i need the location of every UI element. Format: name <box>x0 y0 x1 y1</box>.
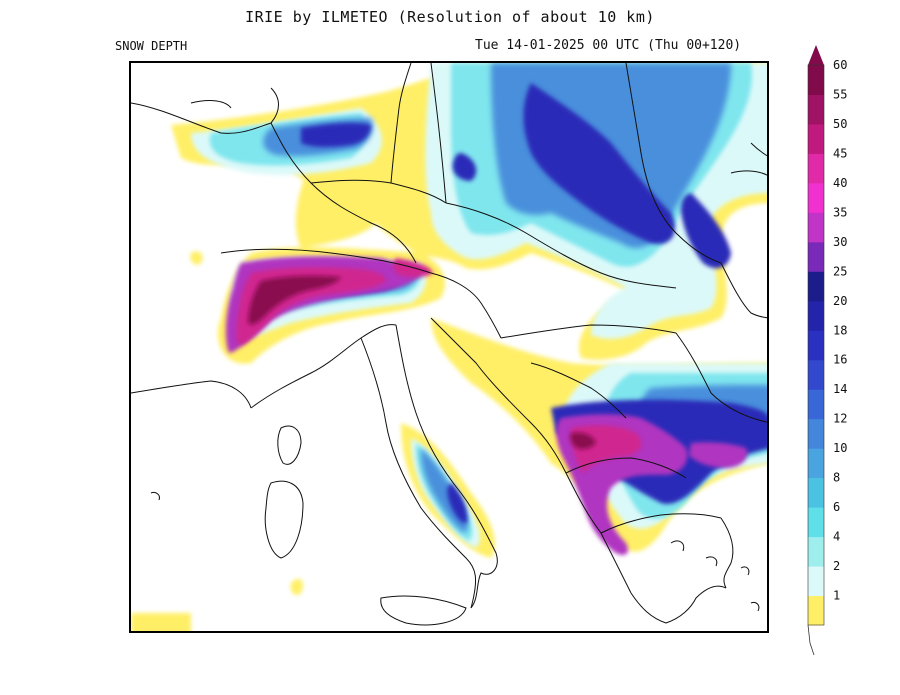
legend-swatch-1 <box>808 595 824 626</box>
legend-label-18: 18 <box>833 323 847 337</box>
color-scale-legend: 1 2 4 6 8 10 12 14 16 18 20 25 30 35 40 45 50 55 60 <box>800 40 900 660</box>
legend-label-60: 60 <box>833 58 847 72</box>
legend-label-10: 10 <box>833 441 847 455</box>
legend-label-50: 50 <box>833 117 847 131</box>
coastlines-and-borders <box>131 63 767 626</box>
legend-bottom-tail <box>807 624 815 656</box>
legend-label-14: 14 <box>833 382 847 396</box>
legend-label-4: 4 <box>833 530 840 544</box>
legend-swatch-55 <box>808 94 824 125</box>
legend-label-16: 16 <box>833 353 847 367</box>
legend-label-2: 2 <box>833 559 840 573</box>
legend-label-6: 6 <box>833 500 840 514</box>
legend-swatch-6 <box>808 507 824 538</box>
legend-label-1: 1 <box>833 589 840 603</box>
legend-label-8: 8 <box>833 471 840 485</box>
valid-time-label: Tue 14-01-2025 00 UTC (Thu 00+120) <box>475 38 742 53</box>
map-title: IRIE by ILMETEO (Resolution of about 10 … <box>245 8 655 26</box>
legend-swatch-60 <box>808 65 824 95</box>
legend-swatch-8 <box>808 477 824 508</box>
legend-swatch-30 <box>808 241 824 272</box>
legend-swatch-14 <box>808 389 824 420</box>
legend-swatch-2 <box>808 566 824 597</box>
legend-swatch-40 <box>808 182 824 213</box>
snow-band-maroon <box>248 275 596 450</box>
legend-swatch-10 <box>808 448 824 479</box>
legend-label-25: 25 <box>833 264 847 278</box>
legend-label-12: 12 <box>833 412 847 426</box>
legend-swatch-4 <box>808 536 824 567</box>
legend-swatch-16 <box>808 359 824 390</box>
legend-swatch-25 <box>808 271 824 302</box>
field-name-label: SNOW DEPTH <box>115 39 188 53</box>
legend-outline <box>807 64 825 626</box>
legend-label-35: 35 <box>833 205 847 219</box>
legend-label-40: 40 <box>833 176 847 190</box>
legend-swatch-50 <box>808 123 824 154</box>
legend-swatch-18 <box>808 330 824 361</box>
snow-depth-map <box>129 61 769 633</box>
legend-label-30: 30 <box>833 235 847 249</box>
legend-label-55: 55 <box>833 87 847 101</box>
legend-swatch-20 <box>808 300 824 331</box>
map-canvas <box>131 63 767 631</box>
legend-label-45: 45 <box>833 146 847 160</box>
legend-top-arrow <box>808 45 824 65</box>
legend-swatch-12 <box>808 418 824 449</box>
legend-swatch-45 <box>808 153 824 184</box>
legend-swatch-35 <box>808 212 824 243</box>
legend-label-20: 20 <box>833 294 847 308</box>
